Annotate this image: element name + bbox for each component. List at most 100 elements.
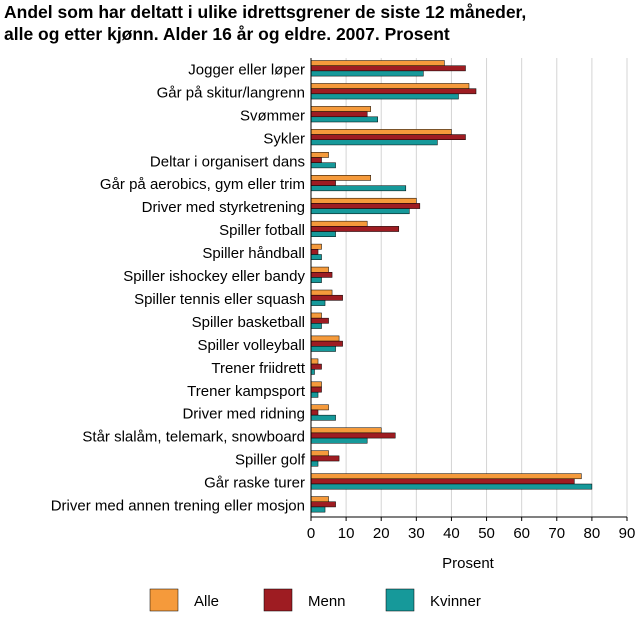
bar <box>310 432 396 439</box>
category-label: Deltar i organisert dans <box>150 153 305 170</box>
bar <box>310 369 315 375</box>
x-tick-label: 80 <box>584 525 601 542</box>
bar <box>310 460 319 467</box>
chart-title-line-2: alle og etter kjønn. Alder 16 år og eldr… <box>4 24 450 44</box>
bar <box>310 455 340 462</box>
chart-title: Andel som har deltatt i ulike idrettsgre… <box>4 1 636 45</box>
bar <box>310 116 378 123</box>
x-tick-label: 0 <box>307 525 315 542</box>
bar <box>310 65 466 72</box>
category-label: Spiller tennis eller squash <box>134 291 305 308</box>
bar <box>310 506 326 513</box>
bar <box>310 162 336 169</box>
bar <box>310 175 371 181</box>
bar <box>310 427 382 434</box>
bar <box>310 129 452 135</box>
bar <box>310 152 329 158</box>
category-label: Står slalåm, telemark, snowboard <box>82 429 305 446</box>
bar <box>310 473 582 480</box>
bar <box>310 266 329 273</box>
bar <box>310 60 445 66</box>
bar <box>310 254 322 260</box>
bar <box>310 289 333 296</box>
category-label: Spiller golf <box>235 452 306 469</box>
category-label: Trener friidrett <box>211 360 305 377</box>
category-label: Går på skitur/langrenn <box>157 84 305 101</box>
category-label: Svømmer <box>240 107 305 124</box>
bar <box>310 111 368 118</box>
bar <box>310 197 417 204</box>
category-label: Trener kampsport <box>187 383 306 400</box>
x-axis: 0 10 20 30 40 50 60 70 80 90 <box>307 58 636 542</box>
grid-lines <box>345 58 628 517</box>
category-label: Spiller volleyball <box>197 337 305 354</box>
bar <box>310 277 322 283</box>
bar <box>310 231 336 238</box>
category-label: Spiller fotball <box>219 222 305 239</box>
bar <box>310 106 371 112</box>
bar <box>310 220 368 227</box>
bar <box>310 450 329 457</box>
chart-title-line-1: Andel som har deltatt i ulike idrettsgre… <box>4 2 527 22</box>
bar <box>310 414 336 421</box>
bar <box>310 294 343 301</box>
bar <box>310 381 322 388</box>
bar <box>310 483 593 490</box>
bar <box>310 134 466 141</box>
category-label: Spiller basketball <box>192 314 305 331</box>
x-tick-label: 40 <box>443 525 460 542</box>
bar <box>310 185 407 192</box>
legend-label: Kvinner <box>430 593 481 610</box>
bar <box>310 501 336 508</box>
bar <box>310 180 336 186</box>
bar <box>310 363 322 370</box>
bar <box>310 340 343 347</box>
bar <box>310 243 322 250</box>
bar <box>310 437 368 444</box>
bar <box>310 249 319 255</box>
bar <box>310 391 319 398</box>
x-tick-label: 70 <box>548 525 565 542</box>
bar <box>310 208 410 215</box>
bar <box>310 386 322 393</box>
bar <box>310 226 400 232</box>
legend-swatch <box>385 588 415 612</box>
bar <box>310 88 477 95</box>
x-tick-label: 90 <box>619 525 636 542</box>
bar <box>310 70 424 77</box>
bar <box>310 346 336 352</box>
bar <box>310 139 438 146</box>
category-label: Spiller ishockey eller bandy <box>123 268 305 285</box>
category-label: Driver med styrketrening <box>142 199 305 216</box>
bar <box>310 203 421 209</box>
bar <box>310 404 329 411</box>
bar <box>310 335 340 342</box>
category-label: Driver med annen trening eller mosjon <box>51 498 305 515</box>
bar <box>310 83 470 89</box>
x-axis-label: Prosent <box>442 555 495 572</box>
bar <box>310 323 322 329</box>
bar <box>310 312 322 319</box>
category-label: Sykler <box>263 130 305 147</box>
bar <box>310 496 329 502</box>
bar <box>310 478 575 485</box>
legend-label: Alle <box>194 593 219 610</box>
category-label: Spiller håndball <box>202 245 305 262</box>
x-tick-label: 60 <box>513 525 530 542</box>
category-label: Går på aerobics, gym eller trim <box>100 176 305 193</box>
legend-swatch <box>263 588 293 612</box>
bar <box>310 300 326 306</box>
bar <box>310 93 459 100</box>
bar <box>310 409 319 416</box>
bar <box>310 358 319 365</box>
legend: Alle Menn Kvinner <box>149 588 481 612</box>
bar <box>310 157 322 163</box>
category-labels: Jogger eller løper Går på skitur/langrenn… <box>51 61 306 514</box>
x-tick-label: 50 <box>478 525 495 542</box>
legend-label: Menn <box>308 593 346 610</box>
category-label: Jogger eller løper <box>188 61 305 78</box>
bar <box>310 272 333 278</box>
x-tick-label: 10 <box>338 525 355 542</box>
x-tick-label: 20 <box>373 525 390 542</box>
